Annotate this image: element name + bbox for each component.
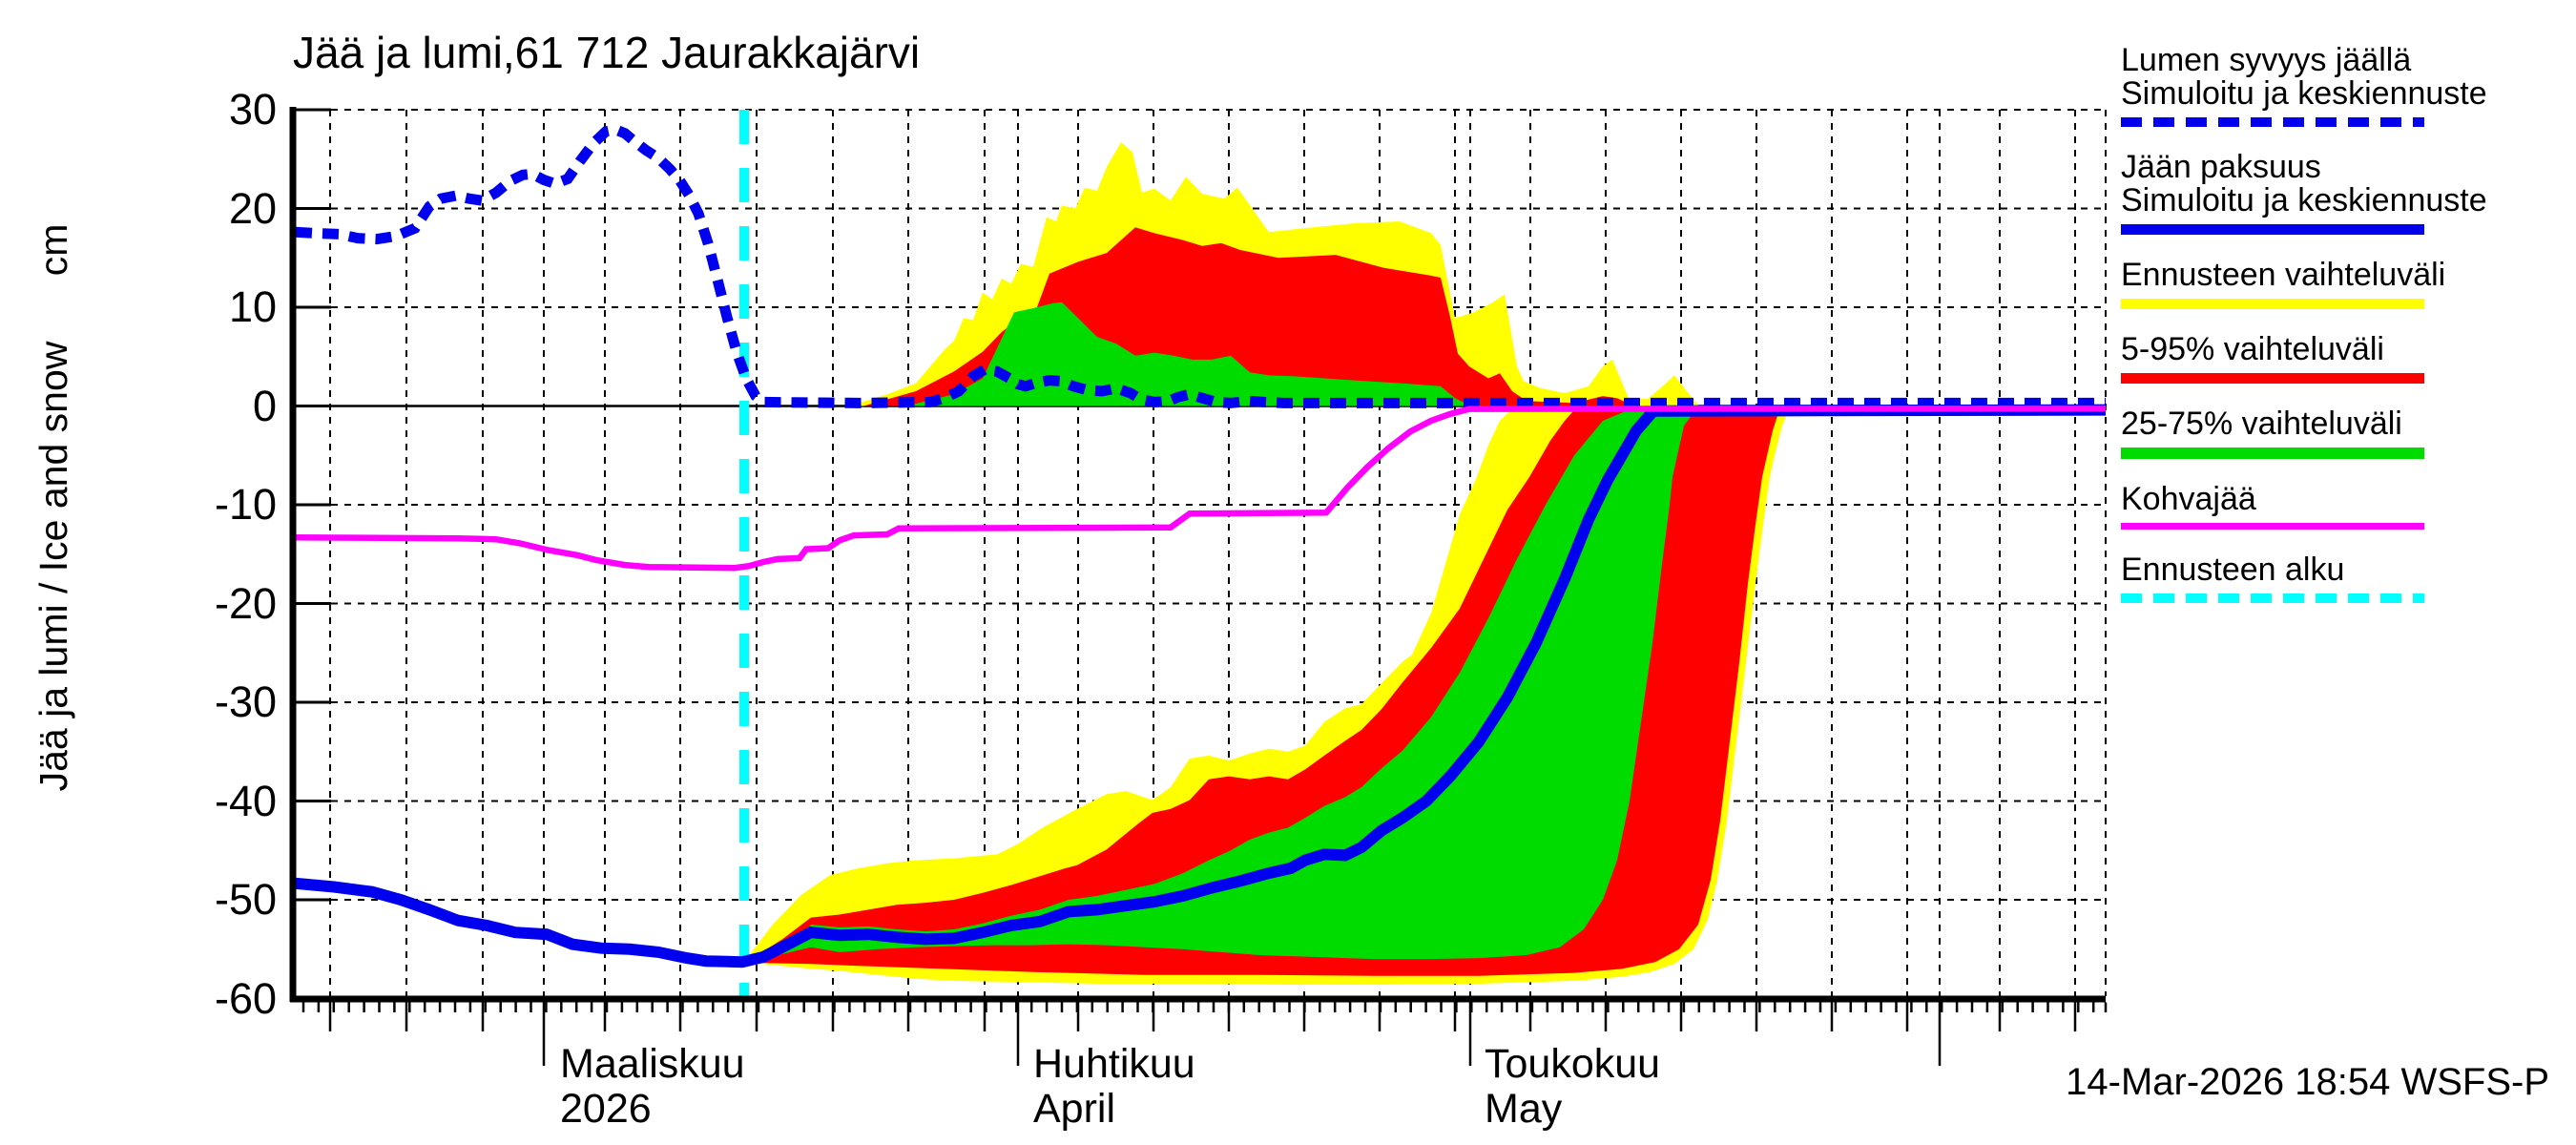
legend-label: Simuloitu ja keskiennuste xyxy=(2121,182,2487,219)
ice_range_25_75-band xyxy=(749,409,1695,962)
y-tick-label: -20 xyxy=(214,578,277,628)
y-tick-label: -50 xyxy=(214,875,277,924)
y-tick-label: -10 xyxy=(214,480,277,529)
y-axis-unit-label: Jää ja lumi / Ice and snow cm xyxy=(31,223,75,792)
x-month-label: Toukokuu May xyxy=(1485,1041,1661,1132)
legend-label: Ennusteen alku xyxy=(2121,552,2345,588)
legend-sample-line xyxy=(2121,448,2424,459)
legend-label: Lumen syvyys jäällä xyxy=(2121,42,2412,78)
legend-entry-0: Lumen syvyys jäällä Simuloitu ja keskienn… xyxy=(2121,44,2522,127)
legend-label: Simuloitu ja keskiennuste xyxy=(2121,75,2487,112)
legend-sample-line xyxy=(2121,117,2424,127)
footer-timestamp: 14-Mar-2026 18:54 WSFS-P xyxy=(2066,1061,2549,1103)
x-month-label: Huhtikuu April xyxy=(1033,1041,1195,1132)
y-tick-label: 20 xyxy=(228,183,277,233)
x-month-label: Maaliskuu 2026 xyxy=(560,1041,745,1132)
y-tick-label: 0 xyxy=(252,381,277,430)
legend-entry-5: Kohvajää xyxy=(2121,483,2522,530)
page-title: Jää ja lumi,61 712 Jaurakkajärvi xyxy=(293,28,921,77)
legend-label: Ennusteen vaihteluväli xyxy=(2121,257,2446,293)
y-tick-label: 30 xyxy=(228,85,277,134)
legend-label: Jään paksuus xyxy=(2121,149,2321,185)
legend-entry-2: Ennusteen vaihteluväli xyxy=(2121,259,2522,309)
y-tick-label: -40 xyxy=(214,776,277,825)
legend-entry-6: Ennusteen alku xyxy=(2121,553,2522,603)
legend: Lumen syvyys jäällä Simuloitu ja keskienn… xyxy=(2121,44,2522,627)
y-tick-label: -60 xyxy=(214,973,277,1023)
y-tick-label: -30 xyxy=(214,677,277,726)
ice-thickness-line xyxy=(290,404,2107,968)
legend-sample-line xyxy=(2121,373,2424,384)
snow-depth-line xyxy=(295,123,2106,408)
legend-entry-4: 25-75% vaihteluväli xyxy=(2121,407,2522,459)
legend-entry-1: Jään paksuus Simuloitu ja keskiennuste xyxy=(2121,151,2522,235)
y-tick-label: 10 xyxy=(228,282,277,331)
legend-sample-line xyxy=(2121,593,2424,603)
legend-label: 5-95% vaihteluväli xyxy=(2121,331,2384,367)
kohvajaa-line xyxy=(290,405,2107,572)
legend-sample-line xyxy=(2121,299,2424,309)
legend-sample-line xyxy=(2121,224,2424,235)
legend-label: 25-75% vaihteluväli xyxy=(2121,406,2402,442)
legend-label: Kohvajää xyxy=(2121,481,2256,517)
legend-entry-3: 5-95% vaihteluväli xyxy=(2121,333,2522,384)
legend-sample-line xyxy=(2121,523,2424,530)
